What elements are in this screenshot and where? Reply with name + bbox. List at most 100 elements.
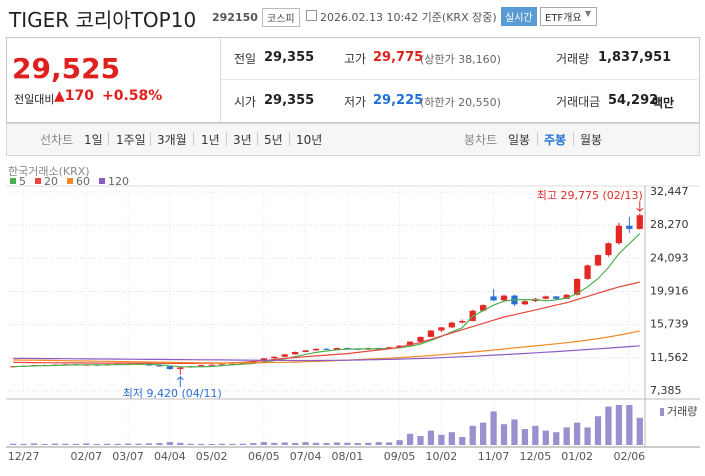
etf-menu[interactable]: ETF개요: [540, 7, 597, 26]
volume-bar: [218, 443, 226, 445]
tab[interactable]: 10년: [296, 133, 323, 147]
stat-label: 저가: [344, 95, 367, 109]
candle-body: [427, 330, 435, 337]
legend-swatch: [99, 178, 105, 184]
low-annotation: 최저 9,420 (04/11): [123, 387, 222, 400]
tab-separator: [108, 132, 109, 146]
volume-bar: [615, 405, 623, 445]
volume-bar: [459, 437, 466, 445]
tab[interactable]: 1주일: [116, 133, 146, 147]
candle-body: [250, 361, 257, 364]
volume-bar: [365, 442, 372, 445]
candle-body: [396, 345, 403, 348]
volume-bar: [281, 442, 288, 445]
candle-body: [292, 351, 299, 355]
candle-body: [500, 295, 508, 301]
candle-body: [521, 301, 529, 305]
realtime-badge[interactable]: 실시간: [501, 7, 537, 26]
volume-bar: [198, 443, 205, 445]
x-tick-label: 06/05: [248, 450, 280, 463]
stat-value: 29,775: [373, 50, 424, 65]
tab[interactable]: 월봉: [580, 133, 603, 147]
divider: [221, 79, 698, 80]
current-price: 29,525: [12, 52, 121, 85]
tab[interactable]: 5년: [264, 133, 283, 147]
volume-bar: [594, 416, 602, 445]
x-tick-label: 12/27: [8, 450, 40, 463]
candle-body: [605, 243, 612, 256]
tab[interactable]: 3개월: [157, 133, 187, 147]
volume-bar: [386, 442, 393, 445]
stat-note: (상한가 38,160): [420, 53, 501, 66]
tab-separator: [257, 132, 258, 146]
volume-bar: [406, 433, 414, 445]
volume-bar: [250, 443, 257, 445]
volume-bar: [124, 443, 132, 445]
candle-body: [584, 265, 591, 279]
volume-bar: [344, 442, 351, 445]
calendar-icon: [306, 10, 317, 21]
candle-body: [553, 296, 560, 299]
candle-body: [239, 363, 247, 365]
volume-bar: [30, 443, 38, 445]
tab[interactable]: 3년: [233, 133, 252, 147]
tab[interactable]: 1년: [201, 133, 220, 147]
tab-bar: [6, 123, 700, 156]
quote-box: [6, 37, 700, 123]
stat-note: (하한가 20,550): [420, 96, 501, 109]
tab-selected[interactable]: 주봉: [544, 133, 567, 147]
volume-bar: [93, 444, 100, 445]
volume-bar: [427, 430, 435, 445]
x-tick-label: 01/02: [561, 450, 593, 463]
volume-bar: [417, 436, 424, 445]
candle-body: [615, 225, 623, 244]
tab[interactable]: 일봉: [508, 133, 531, 147]
tab[interactable]: 1일: [84, 133, 103, 147]
candle-body: [626, 225, 633, 229]
y-tick-label: 11,562: [650, 351, 689, 364]
volume-bar: [177, 442, 184, 445]
dropdown-arrow: ▼: [585, 9, 592, 18]
candle-body: [594, 255, 602, 266]
volume-bar: [480, 422, 487, 445]
x-tick-label: 02/06: [613, 450, 645, 463]
candle-body: [333, 348, 341, 350]
low-arrow: [176, 376, 184, 387]
volume-bar: [584, 427, 591, 445]
volume-bar: [229, 443, 236, 445]
candle-body: [636, 215, 643, 229]
stat-value: 29,355: [264, 50, 315, 65]
stat-value: 1,837,951: [598, 50, 672, 65]
y-tick-label: 19,916: [650, 285, 689, 298]
volume-bar: [500, 424, 508, 445]
tab-separator: [537, 132, 538, 146]
etf-code: 292150: [212, 11, 258, 24]
legend-swatch: [10, 178, 16, 184]
candle-body: [406, 341, 414, 346]
volume-bar: [72, 443, 80, 445]
legend-swatch: [67, 178, 73, 184]
volume-bar: [302, 442, 309, 445]
volume-bar: [104, 443, 111, 445]
volume-bar: [41, 444, 48, 445]
candle-body: [417, 336, 424, 342]
legend-label: 5: [19, 175, 26, 188]
volume-bar: [145, 443, 153, 445]
volume-bar: [469, 425, 476, 445]
candle-body: [490, 296, 497, 301]
volume-bar: [563, 427, 570, 445]
x-tick-label: 09/05: [384, 450, 416, 463]
candle-body: [281, 354, 288, 357]
candle-body: [480, 305, 487, 311]
candle-body: [438, 327, 445, 331]
x-tick-label: 11/07: [478, 450, 510, 463]
volume-bar: [511, 419, 518, 445]
candle-body: [302, 350, 309, 352]
volume-bar: [521, 429, 529, 445]
legend-swatch: [35, 178, 41, 184]
candle-body: [166, 366, 173, 370]
candle-body: [573, 278, 581, 295]
volume-label: 거래량: [667, 405, 697, 418]
candle-body: [271, 356, 278, 359]
